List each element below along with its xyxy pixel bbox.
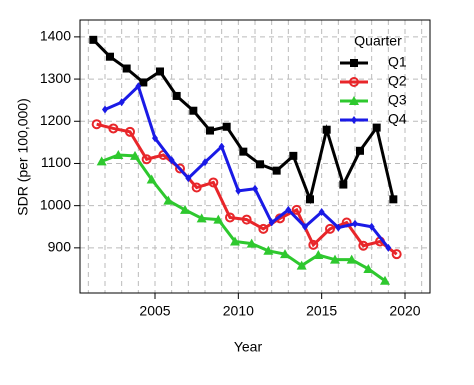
marker [252, 184, 258, 193]
marker [385, 243, 392, 252]
y-tick-label: 900 [48, 239, 72, 255]
marker [325, 223, 335, 234]
marker [91, 119, 102, 130]
marker [113, 150, 124, 160]
marker [389, 195, 398, 204]
marker [202, 158, 208, 167]
marker [122, 64, 131, 73]
marker [308, 239, 319, 250]
marker [318, 207, 325, 216]
marker [272, 166, 281, 175]
marker [363, 263, 374, 273]
marker [206, 126, 214, 135]
y-axis-label: SDR (per 100,000) [15, 98, 31, 216]
legend-label: Q2 [388, 73, 407, 89]
y-tick-label: 1400 [40, 28, 71, 44]
marker [380, 275, 390, 285]
legend-label: Q3 [388, 92, 407, 108]
marker [108, 123, 119, 134]
x-tick-label: 2005 [139, 303, 170, 319]
marker [346, 254, 357, 264]
marker [330, 254, 340, 264]
marker [241, 214, 252, 225]
marker [180, 204, 190, 214]
marker [339, 180, 348, 189]
marker [172, 91, 181, 100]
marker [335, 223, 342, 232]
x-tick-label: 2020 [389, 303, 420, 319]
marker [225, 212, 235, 223]
marker [185, 174, 192, 183]
legend-marker [350, 59, 358, 67]
y-tick-label: 1000 [40, 196, 71, 212]
marker [125, 126, 135, 137]
series-line [96, 122, 398, 256]
marker [102, 105, 108, 114]
x-tick-label: 2010 [223, 303, 254, 319]
marker [256, 160, 264, 169]
marker [239, 147, 248, 156]
marker [302, 222, 308, 231]
marker [291, 204, 302, 215]
marker [196, 213, 207, 223]
marker [258, 223, 269, 234]
marker [118, 98, 125, 107]
marker [191, 182, 202, 193]
legend-marker [349, 96, 359, 105]
y-tick-label: 1100 [41, 154, 71, 170]
marker [222, 122, 231, 131]
plot-frame [79, 19, 431, 294]
marker [168, 156, 175, 165]
marker [135, 82, 142, 91]
marker [289, 151, 298, 160]
marker [146, 174, 157, 184]
x-tick-label: 2015 [306, 303, 337, 319]
marker [268, 218, 275, 227]
marker [141, 154, 152, 165]
marker [313, 250, 324, 260]
series-line [101, 153, 386, 282]
marker [163, 195, 174, 205]
marker [372, 123, 381, 132]
marker [352, 219, 358, 228]
marker [130, 150, 140, 160]
marker [358, 240, 369, 251]
marker [106, 52, 114, 61]
legend-marker [349, 77, 359, 87]
marker [189, 106, 198, 115]
marker [306, 195, 314, 204]
legend-marker [351, 116, 357, 124]
marker [218, 142, 225, 151]
marker [152, 134, 158, 143]
marker [139, 78, 148, 87]
x-axis-label: Year [234, 339, 263, 355]
marker [322, 125, 331, 134]
marker [296, 260, 307, 270]
marker [368, 222, 375, 231]
marker [246, 238, 257, 248]
marker [96, 156, 107, 166]
y-tick-label: 1300 [40, 70, 71, 86]
y-tick-label: 1200 [40, 112, 71, 128]
marker [175, 163, 185, 174]
legend-title: Quarter [354, 33, 402, 49]
marker [213, 214, 224, 224]
marker [263, 245, 274, 255]
marker [285, 205, 292, 214]
marker [391, 249, 402, 260]
marker [208, 177, 219, 188]
marker [89, 35, 98, 44]
marker [280, 249, 290, 259]
series-line [104, 83, 390, 249]
marker [230, 236, 240, 246]
marker [156, 67, 164, 76]
marker [235, 186, 242, 195]
legend-label: Q4 [388, 111, 407, 127]
marker [356, 146, 364, 155]
legend-label: Q1 [388, 54, 407, 70]
